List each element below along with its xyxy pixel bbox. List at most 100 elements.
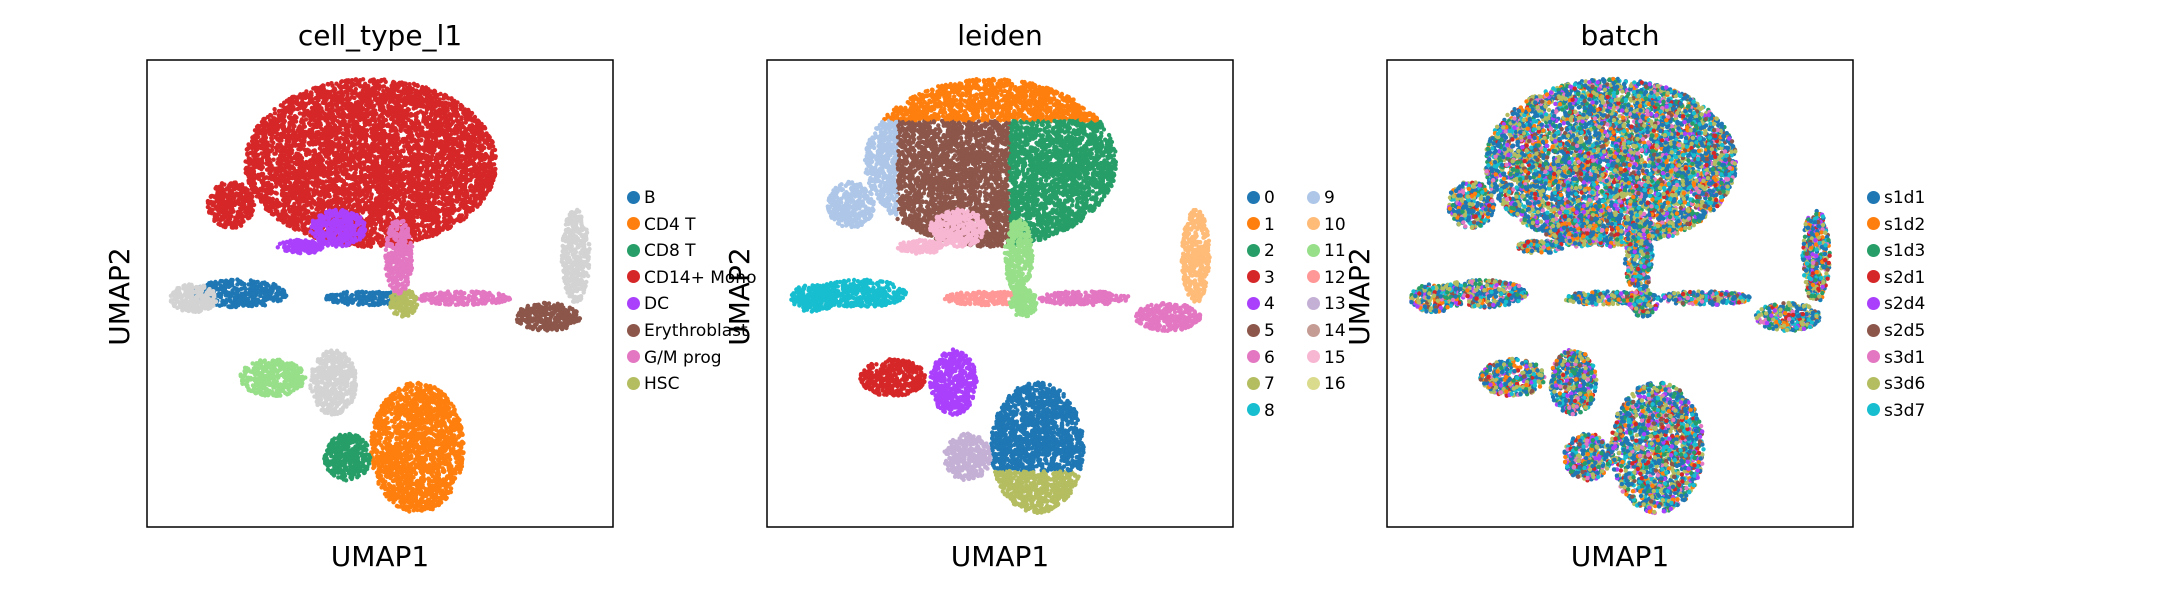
- scatter-plot-leiden: [766, 59, 1234, 528]
- cluster-mono: [243, 77, 498, 249]
- legend-item: HSC: [627, 374, 679, 394]
- legend-label: 14: [1324, 321, 1346, 341]
- legend-item: 15: [1307, 348, 1346, 368]
- cluster-dc: [275, 237, 325, 256]
- cluster-bridgeR: [1037, 289, 1131, 308]
- cluster-tMid: [308, 348, 359, 417]
- cluster-tMid: [928, 347, 979, 417]
- legend-marker: [627, 190, 640, 204]
- cluster-eryUp: [1800, 208, 1832, 303]
- legend-label: s1d2: [1884, 215, 1925, 235]
- cluster-mono: [1483, 76, 1738, 249]
- legend-label: CD4 T: [644, 215, 696, 235]
- legend-label: 4: [1264, 294, 1275, 314]
- y-axis-label: UMAP2: [103, 247, 136, 346]
- cluster-gmStem: [383, 218, 415, 296]
- legend-item: s1d3: [1867, 241, 1925, 261]
- x-axis-label: UMAP1: [767, 540, 1233, 573]
- legend-item: s2d5: [1867, 321, 1925, 341]
- legend-item: DC: [627, 294, 669, 314]
- legend-item: 0: [1247, 188, 1275, 208]
- legend-label: B: [644, 188, 656, 208]
- legend-label: 10: [1324, 215, 1346, 235]
- legend-label: s3d1: [1884, 348, 1925, 368]
- legend-marker: [1867, 243, 1880, 257]
- legend-label: G/M prog: [644, 348, 722, 368]
- legend-marker: [1867, 296, 1880, 310]
- legend-item: s1d2: [1867, 215, 1925, 235]
- cluster-cd8: [322, 431, 373, 483]
- y-axis-label: UMAP2: [723, 247, 756, 346]
- legend-item: 14: [1307, 321, 1346, 341]
- cluster-mono: [862, 76, 1118, 249]
- legend-label: HSC: [644, 374, 679, 394]
- legend-label: 15: [1324, 348, 1346, 368]
- legend-label: 13: [1324, 294, 1346, 314]
- legend-label: s1d1: [1884, 188, 1925, 208]
- legend-item: 13: [1307, 294, 1346, 314]
- legend-label: 6: [1264, 348, 1275, 368]
- legend-item: 3: [1247, 268, 1275, 288]
- cluster-eryUp: [559, 207, 592, 304]
- cluster-tLeft: [238, 357, 308, 398]
- legend-item: s3d1: [1867, 348, 1925, 368]
- legend-label: s2d5: [1884, 321, 1925, 341]
- legend-item: 5: [1247, 321, 1275, 341]
- legend-marker: [1247, 350, 1260, 364]
- legend-marker: [627, 217, 640, 231]
- cluster-monoTail: [205, 180, 257, 230]
- legend-marker: [1307, 217, 1320, 231]
- y-axis-label: UMAP2: [1343, 247, 1376, 346]
- cluster-bridgeR: [1655, 289, 1752, 307]
- legend-item: CD4 T: [627, 215, 696, 235]
- legend-item: 7: [1247, 374, 1275, 394]
- legend-item: s3d7: [1867, 401, 1925, 421]
- cluster-tcell: [1608, 380, 1706, 516]
- cluster-dc: [308, 207, 368, 249]
- legend-marker: [627, 243, 640, 257]
- legend-marker: [627, 350, 640, 364]
- legend-item: 10: [1307, 215, 1346, 235]
- cluster-hsc: [1627, 286, 1660, 319]
- legend-item: G/M prog: [627, 348, 722, 368]
- legend-item: s3d6: [1867, 374, 1925, 394]
- cluster-monoTail: [1446, 180, 1497, 230]
- cluster-ery: [1753, 300, 1822, 333]
- legend-label: 9: [1324, 188, 1335, 208]
- legend-marker: [1247, 403, 1260, 417]
- legend-item: CD14+ Mono: [627, 268, 756, 288]
- legend-label: 8: [1264, 401, 1275, 421]
- plot-frame: [766, 59, 1234, 528]
- cluster-gmStem: [1622, 218, 1655, 296]
- legend-label: 1: [1264, 215, 1275, 235]
- legend-label: s3d7: [1884, 401, 1925, 421]
- legend-item: B: [627, 188, 656, 208]
- legend-marker: [1247, 376, 1260, 390]
- legend-marker: [1867, 270, 1880, 284]
- cluster-tcell: [989, 380, 1086, 515]
- legend-marker: [1307, 376, 1320, 390]
- legend-label: 7: [1264, 374, 1275, 394]
- legend-label: 3: [1264, 268, 1275, 288]
- legend-label: 12: [1324, 268, 1346, 288]
- legend-marker: [1307, 296, 1320, 310]
- scatter-plot-cell-type: [146, 59, 614, 528]
- legend-label: DC: [644, 294, 669, 314]
- cluster-cd8: [1562, 431, 1613, 483]
- legend-marker: [1307, 190, 1320, 204]
- legend-label: s1d3: [1884, 241, 1925, 261]
- legend-marker: [1867, 403, 1880, 417]
- legend-label: 16: [1324, 374, 1346, 394]
- panel-leiden: leiden UMAP1 UMAP2 0 1 2 3 4 5 6 7 8 9 10 11 12 13 14 1…: [620, 0, 1346, 600]
- cluster-eryUp: [1179, 207, 1212, 304]
- cluster-ery: [514, 300, 583, 333]
- panel-title: leiden: [767, 20, 1233, 52]
- legend-label: 5: [1264, 321, 1275, 341]
- legend-item: s2d4: [1867, 294, 1925, 314]
- legend-label: Erythroblast: [644, 321, 748, 341]
- legend-item: 9: [1307, 188, 1335, 208]
- cluster-monoTail: [825, 179, 876, 230]
- cluster-hsc: [1007, 287, 1039, 319]
- cluster-grayL: [1408, 282, 1459, 315]
- legend-item: 11: [1307, 241, 1346, 261]
